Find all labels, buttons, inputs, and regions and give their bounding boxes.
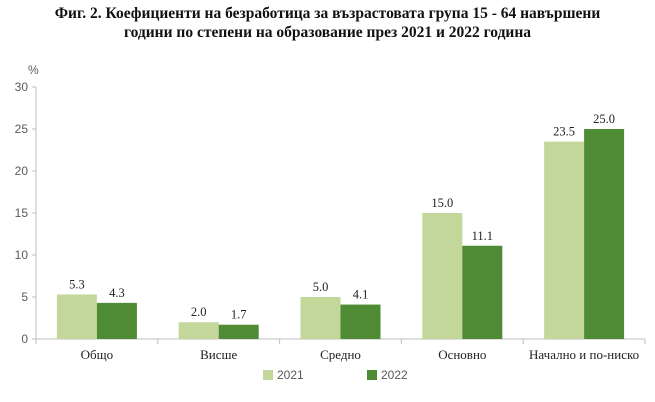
data-label-2022-1: 4.3 (109, 286, 125, 300)
y-tick-label: 10 (15, 248, 29, 262)
bar-2021-3 (300, 297, 341, 339)
data-label-2021-1: 5.3 (69, 277, 85, 291)
y-tick-label: 20 (15, 164, 29, 178)
data-label-2021-2: 2.0 (191, 305, 207, 319)
y-tick-label: 25 (15, 122, 29, 136)
chart-title-line-2: години по степени на образование през 20… (123, 24, 532, 41)
data-label-2021-5: 23.5 (553, 125, 575, 139)
data-label-2022-2: 1.7 (231, 308, 247, 322)
x-category-label: Основно (438, 347, 486, 362)
bar-2022-2 (218, 324, 259, 339)
legend-swatch-2022 (367, 370, 377, 380)
chart-title: Фиг. 2. Коефициенти на безработица за въ… (0, 4, 655, 42)
legend-label-2022: 2022 (381, 368, 408, 382)
data-label-2021-4: 15.0 (431, 196, 453, 210)
legend-label-2021: 2021 (277, 368, 304, 382)
x-category-label: Начално и по-ниско (529, 347, 639, 362)
chart-title-line-1: Фиг. 2. Коефициенти на безработица за въ… (54, 5, 601, 22)
y-tick-label: 30 (15, 80, 29, 94)
bar-2022-3 (340, 304, 381, 339)
legend-swatch-2021 (263, 370, 273, 380)
data-label-2022-3: 4.1 (353, 288, 369, 302)
y-tick-label: 15 (15, 206, 29, 220)
bar-2021-5 (544, 141, 585, 339)
bar-2022-5 (584, 129, 625, 339)
bar-2022-1 (96, 302, 137, 339)
data-label-2022-5: 25.0 (593, 112, 615, 126)
y-tick-label: 5 (21, 290, 28, 304)
x-category-label: Общо (81, 347, 114, 362)
y-axis-unit-label: % (28, 63, 39, 77)
bar-2021-4 (422, 213, 463, 339)
bar-2021-1 (56, 294, 97, 339)
x-category-label: Средно (320, 347, 361, 362)
y-tick-label: 0 (21, 332, 28, 346)
bar-2021-2 (178, 322, 219, 339)
data-label-2022-4: 11.1 (472, 229, 493, 243)
bar-2022-4 (462, 245, 503, 339)
data-label-2021-3: 5.0 (313, 280, 329, 294)
x-category-label: Висше (200, 347, 237, 362)
